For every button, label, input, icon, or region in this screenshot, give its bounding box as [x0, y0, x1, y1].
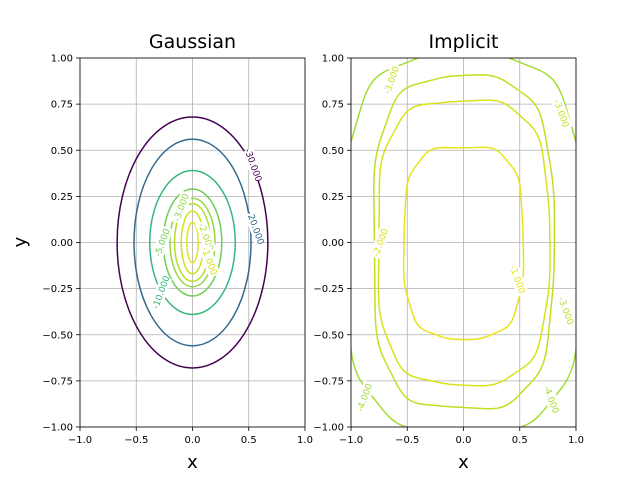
y-tick-label-4: 0.00 [322, 238, 344, 249]
implicit-x-axis-label: x [458, 452, 469, 473]
x-tick-label-0: −1.0 [339, 435, 363, 446]
x-tick-label-3: 0.5 [512, 435, 528, 446]
contour-label-bg [380, 63, 403, 98]
y-tick-label-7: 0.75 [322, 100, 344, 111]
implicit-contour-chart: Implicit x -4.000 -4.000-3.000-3.000-3.00… [313, 31, 584, 473]
y-tick-label-6: 0.50 [51, 146, 73, 157]
y-tick-label-7: 0.75 [51, 100, 73, 111]
y-tick-label-0: −1.00 [42, 423, 73, 434]
contour-level-1 [133, 138, 252, 347]
contour-label-bg [149, 275, 173, 310]
contour-label: -30.000 [242, 147, 263, 183]
grid-lines [79, 57, 306, 428]
x-tick-label-0: −1.0 [68, 435, 92, 446]
contour-label-bg [151, 225, 174, 260]
y-tick-label-0: −1.00 [313, 423, 344, 434]
gaussian-title: Gaussian [149, 31, 236, 53]
tick-marks: −1.0 −0.5 0.0 0.5 1.0 −1.00 −0.75 −0.50 −0.25 0.0… [42, 54, 313, 447]
contour-label: -20.000 [244, 210, 265, 246]
x-tick-label-1: −0.5 [395, 435, 419, 446]
contour-level-0 [116, 116, 269, 369]
y-tick-label-3: −0.25 [42, 284, 73, 295]
y-tick-label-8: 1.00 [322, 54, 344, 65]
tick-marks: −1.0 −0.5 0.0 0.5 1.0 −1.00 −0.75 −0.50 −0.25 0.0… [313, 54, 584, 447]
implicit-title: Implicit [429, 31, 499, 53]
x-tick-label-2: 0.0 [185, 435, 201, 446]
x-tick-label-2: 0.0 [456, 435, 472, 446]
gaussian-y-axis-label: y [10, 236, 31, 247]
contour-label-bg [540, 382, 563, 417]
contour-label-bg [506, 262, 529, 297]
gaussian-x-axis-label: x [187, 452, 198, 473]
y-tick-label-5: 0.25 [322, 192, 344, 203]
x-tick-label-4: 1.0 [568, 435, 584, 446]
contour-level-2 [149, 169, 236, 316]
y-tick-label-4: 0.00 [51, 238, 73, 249]
y-tick-label-8: 1.00 [51, 54, 73, 65]
grid-lines [350, 57, 577, 428]
contour-level-4 [169, 197, 216, 288]
gaussian-contour-chart: Gaussian x y -30.000-20.000-10.000-5.000… [10, 31, 313, 473]
contour-label-bg [198, 243, 221, 279]
contour-level-3 [402, 146, 525, 341]
contour-label-bg [170, 190, 193, 225]
contour-level-1 [373, 74, 556, 410]
contour-label-bg [369, 225, 392, 260]
y-tick-label-1: −0.75 [313, 376, 344, 387]
contour-label: -10.000 [151, 274, 172, 310]
y-tick-label-1: −0.75 [42, 376, 73, 387]
contour-label-bg [353, 380, 376, 415]
contour-label-bg [550, 96, 573, 131]
y-tick-label-3: −0.25 [313, 284, 344, 295]
contour-level-7 [186, 221, 199, 264]
y-tick-label-5: 0.25 [51, 192, 73, 203]
contour-label-bg [242, 147, 265, 183]
x-tick-label-1: −0.5 [124, 435, 148, 446]
contour-label-bg [194, 219, 218, 255]
contour-level-0 [351, 58, 576, 427]
contour-label-bg [244, 210, 267, 245]
x-tick-label-4: 1.0 [297, 435, 313, 446]
contour-label-bg [554, 293, 577, 328]
y-tick-label-2: −0.50 [42, 330, 73, 341]
x-tick-label-3: 0.5 [241, 435, 257, 446]
y-tick-label-6: 0.50 [322, 146, 344, 157]
y-tick-label-2: −0.50 [313, 330, 344, 341]
